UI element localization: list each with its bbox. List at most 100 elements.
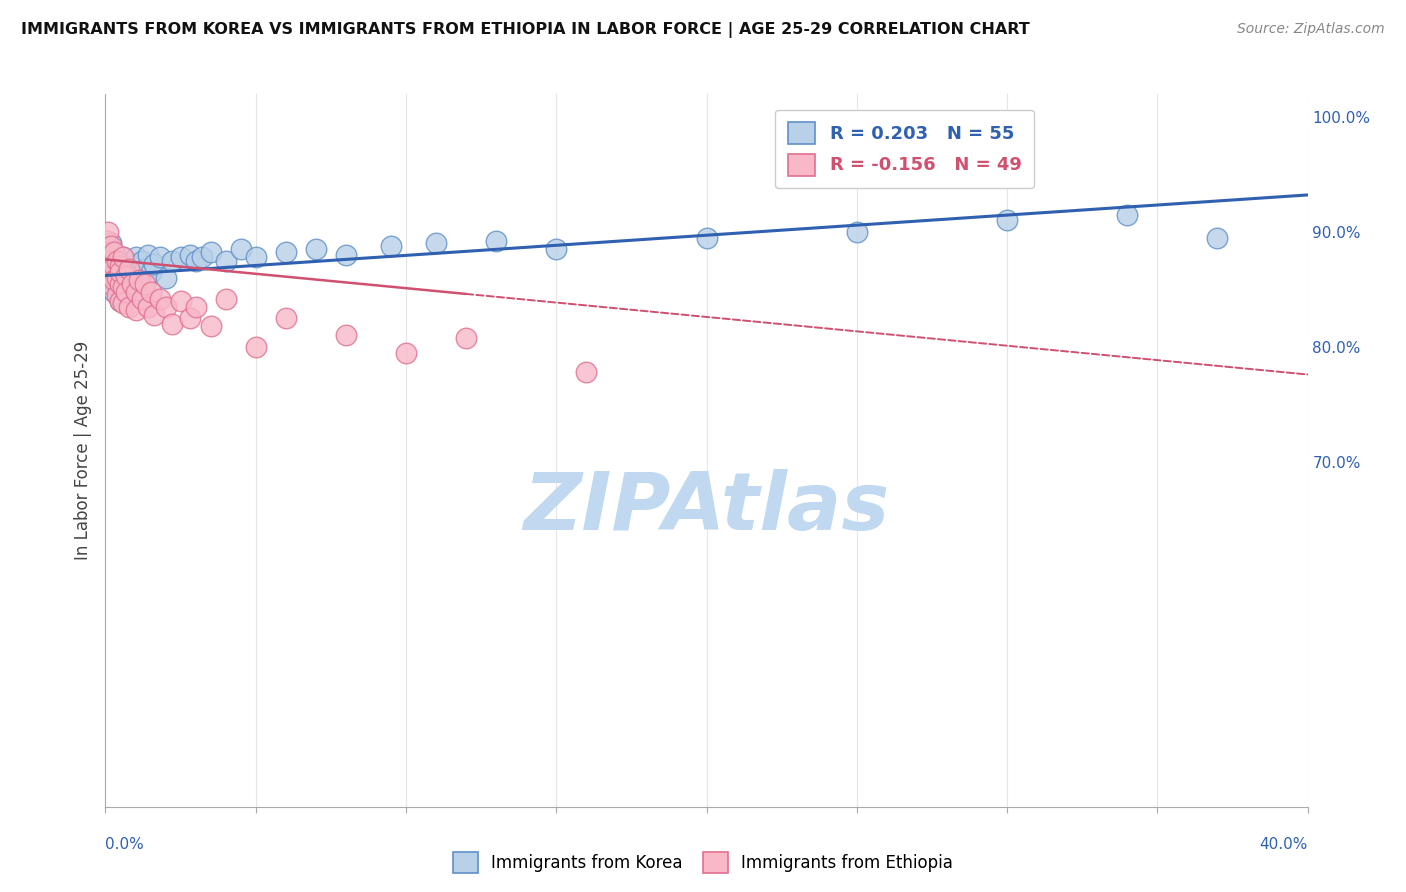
Point: [845, 225, 868, 239]
Point: [995, 213, 1018, 227]
Point: [103, 270, 125, 285]
Text: 0.0%: 0.0%: [105, 838, 145, 852]
Point: [110, 265, 132, 279]
Point: [1206, 230, 1229, 244]
Point: [148, 292, 170, 306]
Point: [103, 273, 125, 287]
Point: [214, 292, 236, 306]
Point: [245, 340, 267, 354]
Point: [96, 261, 118, 276]
Point: [128, 268, 150, 283]
Point: [97, 250, 120, 264]
Point: [100, 277, 122, 291]
Text: 40.0%: 40.0%: [1260, 838, 1308, 852]
Point: [97, 265, 120, 279]
Point: [115, 277, 138, 291]
Point: [97, 242, 120, 256]
Point: [169, 293, 191, 308]
Point: [100, 250, 122, 264]
Point: [214, 253, 236, 268]
Point: [115, 288, 138, 302]
Point: [160, 317, 183, 331]
Point: [107, 265, 129, 279]
Point: [107, 257, 129, 271]
Point: [103, 253, 125, 268]
Legend: Immigrants from Korea, Immigrants from Ethiopia: Immigrants from Korea, Immigrants from E…: [446, 846, 960, 880]
Point: [110, 280, 132, 294]
Point: [97, 277, 120, 291]
Text: Source: ZipAtlas.com: Source: ZipAtlas.com: [1237, 22, 1385, 37]
Point: [107, 277, 129, 291]
Point: [454, 331, 477, 345]
Point: [395, 345, 418, 359]
Text: ZIPAtlas: ZIPAtlas: [523, 468, 890, 547]
Legend: R = 0.203   N = 55, R = -0.156   N = 49: R = 0.203 N = 55, R = -0.156 N = 49: [775, 110, 1033, 188]
Point: [121, 260, 143, 274]
Point: [696, 230, 718, 244]
Point: [110, 277, 132, 291]
Point: [96, 234, 118, 248]
Point: [1116, 207, 1139, 221]
Point: [200, 319, 222, 334]
Point: [110, 293, 132, 308]
Point: [107, 288, 129, 302]
Point: [134, 261, 156, 276]
Point: [380, 238, 402, 252]
Y-axis label: In Labor Force | Age 25-29: In Labor Force | Age 25-29: [73, 341, 91, 560]
Point: [425, 236, 447, 251]
Point: [100, 253, 122, 268]
Point: [124, 250, 146, 264]
Point: [274, 311, 297, 326]
Point: [184, 300, 207, 314]
Point: [121, 277, 143, 291]
Point: [274, 245, 297, 260]
Point: [118, 268, 141, 283]
Point: [112, 296, 135, 310]
Point: [124, 303, 146, 318]
Point: [124, 277, 146, 291]
Point: [136, 248, 159, 262]
Point: [155, 270, 177, 285]
Point: [110, 253, 132, 268]
Point: [245, 250, 267, 264]
Point: [575, 365, 598, 379]
Point: [112, 280, 135, 294]
Point: [97, 253, 120, 268]
Point: [112, 265, 135, 279]
Point: [155, 300, 177, 314]
Point: [112, 250, 135, 264]
Point: [115, 268, 138, 283]
Point: [139, 285, 162, 299]
Point: [305, 242, 328, 256]
Point: [100, 236, 122, 251]
Text: IMMIGRANTS FROM KOREA VS IMMIGRANTS FROM ETHIOPIA IN LABOR FORCE | AGE 25-29 COR: IMMIGRANTS FROM KOREA VS IMMIGRANTS FROM…: [21, 22, 1029, 38]
Point: [100, 268, 122, 283]
Point: [100, 273, 122, 287]
Point: [103, 268, 125, 283]
Point: [107, 270, 129, 285]
Point: [118, 300, 141, 314]
Point: [128, 273, 150, 287]
Point: [96, 248, 118, 262]
Point: [134, 277, 156, 291]
Point: [136, 300, 159, 314]
Point: [110, 260, 132, 274]
Point: [131, 253, 153, 268]
Point: [546, 242, 568, 256]
Point: [107, 253, 129, 268]
Point: [103, 260, 125, 274]
Point: [97, 225, 120, 239]
Point: [335, 328, 357, 343]
Point: [148, 250, 170, 264]
Point: [103, 245, 125, 260]
Point: [335, 248, 357, 262]
Point: [190, 250, 212, 264]
Point: [110, 293, 132, 308]
Point: [184, 253, 207, 268]
Point: [100, 260, 122, 274]
Point: [179, 248, 201, 262]
Point: [142, 257, 165, 271]
Point: [100, 238, 122, 252]
Point: [115, 285, 138, 299]
Point: [229, 242, 252, 256]
